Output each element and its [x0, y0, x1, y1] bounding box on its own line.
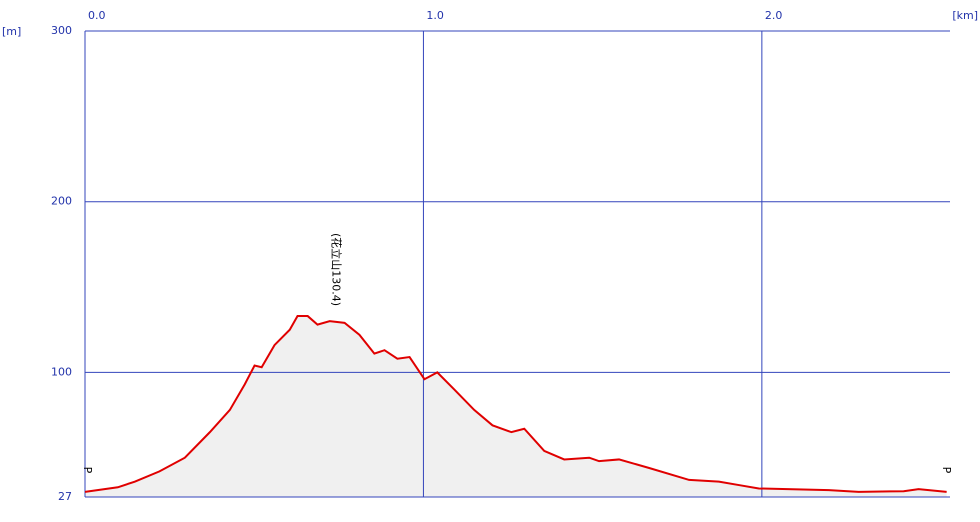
- y-tick-label: 100: [51, 365, 72, 378]
- y-tick-label: 300: [51, 24, 72, 37]
- y-tick-label: 200: [51, 195, 72, 208]
- x-tick-label: 2.0: [765, 9, 783, 22]
- x-axis-label: [km]: [952, 9, 978, 22]
- x-tick-label: 1.0: [426, 9, 444, 22]
- annotation: P: [940, 467, 953, 474]
- x-tick-label: 0.0: [88, 9, 106, 22]
- y-tick-label: 27: [58, 490, 72, 503]
- annotation: (花立山130.4): [329, 233, 343, 306]
- y-axis-label: [m]: [2, 25, 21, 38]
- area: [85, 316, 947, 497]
- elevation-line: [84, 315, 947, 493]
- annotation: P: [81, 467, 94, 474]
